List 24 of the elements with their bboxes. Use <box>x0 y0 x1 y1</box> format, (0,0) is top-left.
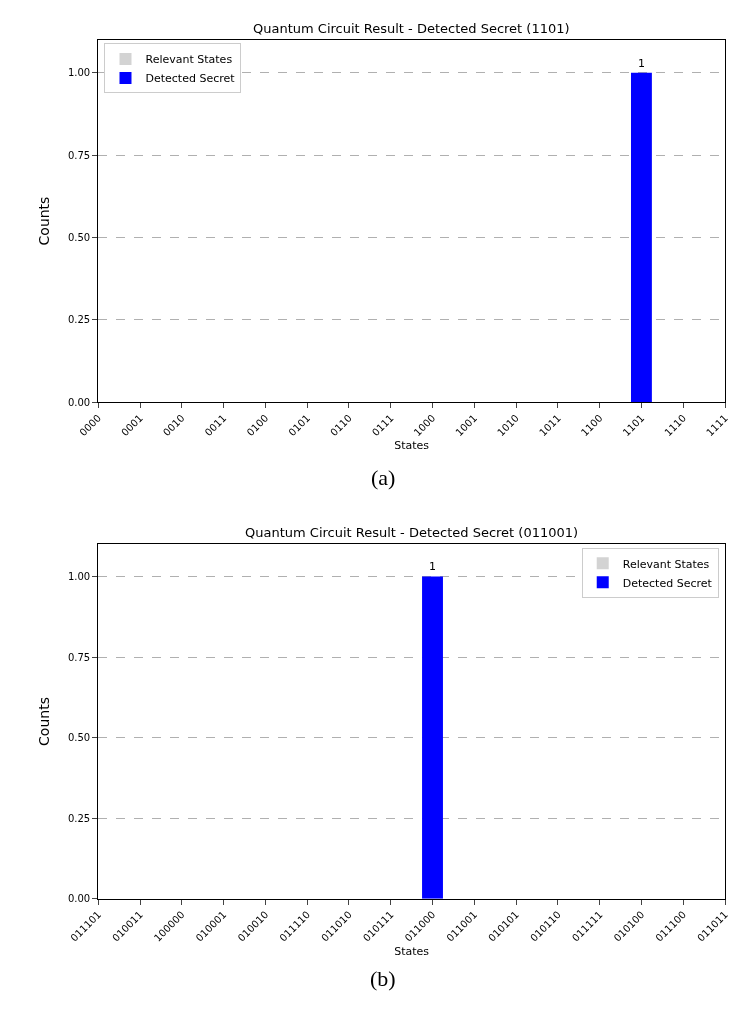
y-tick-label: 0.50 <box>67 732 91 744</box>
chart-title: Quantum Circuit Result - Detected Secret (011001) <box>245 525 579 540</box>
legend-label: Relevant States <box>622 557 710 571</box>
y-tick-label: 1.00 <box>67 67 91 79</box>
x-axis-title: States <box>394 439 430 453</box>
y-tick-label: 0.00 <box>67 893 91 905</box>
y-tick-label: 0.00 <box>67 396 91 408</box>
y-tick-label: 0.25 <box>67 812 91 824</box>
y-tick-label: 0.50 <box>67 231 91 243</box>
y-tick-label: 0.75 <box>67 149 91 161</box>
text: (a) <box>371 465 396 490</box>
y-tick-label: 1.00 <box>67 570 91 582</box>
y-tick-label: 0.25 <box>67 314 91 326</box>
chart-title: Quantum Circuit Result - Detected Secret (1101) <box>253 21 570 36</box>
legend-label: Relevant States <box>145 53 233 67</box>
y-axis-title: Counts <box>35 196 52 246</box>
text: (b) <box>370 966 396 991</box>
data-label: 1 <box>429 560 437 574</box>
legend-label: Detected Secret <box>145 72 236 86</box>
y-axis-title: Counts <box>35 697 52 746</box>
legend-label: Detected Secret <box>622 576 713 590</box>
y-tick-label: 0.75 <box>67 651 91 663</box>
x-axis-title: States <box>394 944 430 958</box>
data-label: 1 <box>637 56 645 70</box>
